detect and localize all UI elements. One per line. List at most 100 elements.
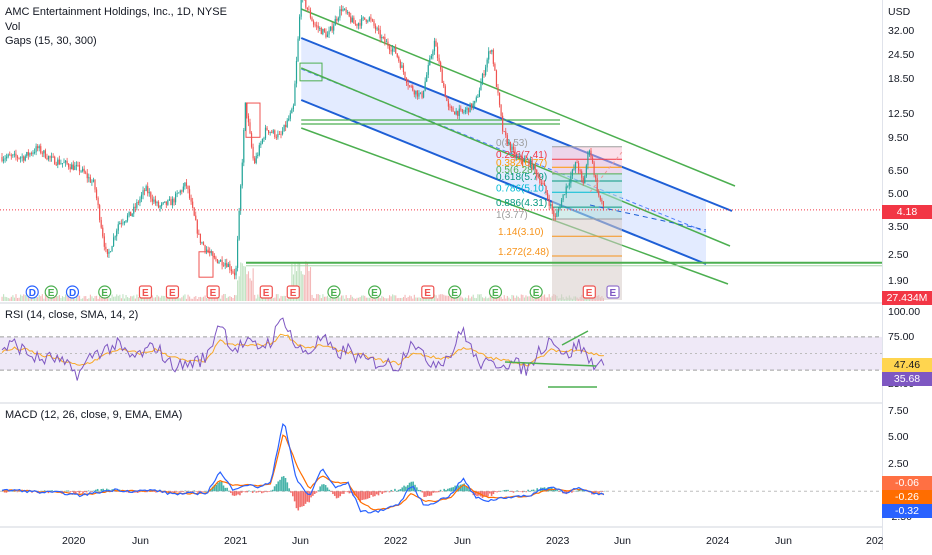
candle-body [295,61,298,84]
volume-bar [523,297,525,301]
rsi-trendline [561,330,589,346]
candle-body [171,198,174,206]
candle-body [415,90,417,95]
volume-bar [278,298,281,301]
volume-bar [91,296,93,301]
earnings-marker [488,285,503,299]
volume-bar [136,294,138,301]
price-scale[interactable] [882,0,932,550]
volume-bar [314,298,316,301]
candle-body [368,17,370,21]
candle-body [601,199,603,202]
candle-body [230,269,232,272]
macd-histogram-bar [436,491,438,493]
candle-body [559,207,561,210]
macd-histogram-bar [255,491,258,493]
candle-body [241,162,243,186]
macd-histogram-bar [330,491,332,492]
macd-legend[interactable]: MACD (12, 26, close, 9, EMA, EMA) [5,409,183,421]
candle-body [430,55,432,59]
macd-histogram-bar [339,491,342,497]
candle-body [500,104,502,116]
macd-histogram-bar [417,489,420,492]
volume-bar [83,296,85,301]
candle-body [188,189,191,199]
candle-body [139,198,141,203]
volume-bar [6,297,8,301]
macd-histogram-bar [304,491,307,504]
candle-body [379,29,381,39]
macd-histogram-bar [430,491,433,496]
gap-box [245,102,261,138]
candle-body [38,146,40,149]
dividend-marker-label: D [69,288,76,299]
price-tick: 2.50 [888,249,909,261]
macd-histogram-bar [505,489,508,492]
earnings-marker [582,285,596,299]
macd-histogram-bar [69,491,72,493]
volume-bar [86,298,88,301]
macd-histogram-bar [492,491,495,495]
candle-body [539,177,541,184]
earnings-marker [98,285,112,299]
volume-bar [224,294,226,301]
volume-bar [100,297,102,301]
volume-bar [10,296,12,301]
macd-histogram-bar [507,489,509,492]
gaps-legend[interactable]: Gaps (15, 30, 300) [5,35,97,47]
volume-bar [502,298,504,301]
macd-histogram-bar [456,485,458,492]
macd-histogram-bar [383,491,385,493]
macd-histogram-bar [496,491,498,493]
candle-body [540,183,542,184]
candle-body [252,146,254,159]
candle-body [582,177,584,184]
macd-histogram-bar [498,491,500,492]
candle-body [122,222,124,224]
macd-histogram-bar [529,491,531,492]
volume-bar [161,295,163,301]
volume-bar [3,294,5,301]
volume-bar [238,276,240,301]
candle-body [167,200,169,205]
macd-histogram-bar [224,487,227,492]
price-tick: 6.50 [888,165,909,177]
volume-bar [299,262,301,301]
volume-bar [252,268,254,301]
volume-bar [257,294,259,301]
volume-bar [306,262,308,301]
time-tick: Jun [454,535,471,547]
rsi-tick: 75.00 [888,331,915,343]
volume-bar [480,294,482,301]
macd-histogram-bar [284,477,287,492]
volume-legend[interactable]: Vol [5,21,21,33]
macd-histogram-bar [452,487,455,492]
volume-bar [204,295,206,301]
volume-bar [165,297,167,301]
candle-body [485,67,487,76]
volume-bar [509,298,511,301]
candle-body [292,105,294,110]
time-tick: 202 [866,535,884,547]
candle-body [374,25,377,30]
candle-body [522,160,524,163]
candle-body [325,31,327,38]
macd-histogram-bar [530,489,533,492]
symbol-title[interactable]: AMC Entertainment Holdings, Inc., 1D, NY… [5,6,227,18]
fib-level-label: 1.272(2.48) [498,247,549,258]
macd-histogram-bar [481,491,484,498]
rsi-legend[interactable]: RSI (14, close, SMA, 14, 2) [5,309,139,321]
dividend-marker-label: D [29,288,36,299]
macd-histogram-bar [361,491,363,500]
candle-body [216,259,219,264]
candle-body [471,103,473,109]
candle-body [88,177,90,179]
volume-bar [544,294,546,301]
volume-bar [286,298,288,301]
future-earnings-label: E [610,288,617,299]
volume-bar [435,295,437,301]
candle-body [560,200,563,208]
macd-histogram-bar [76,491,79,492]
